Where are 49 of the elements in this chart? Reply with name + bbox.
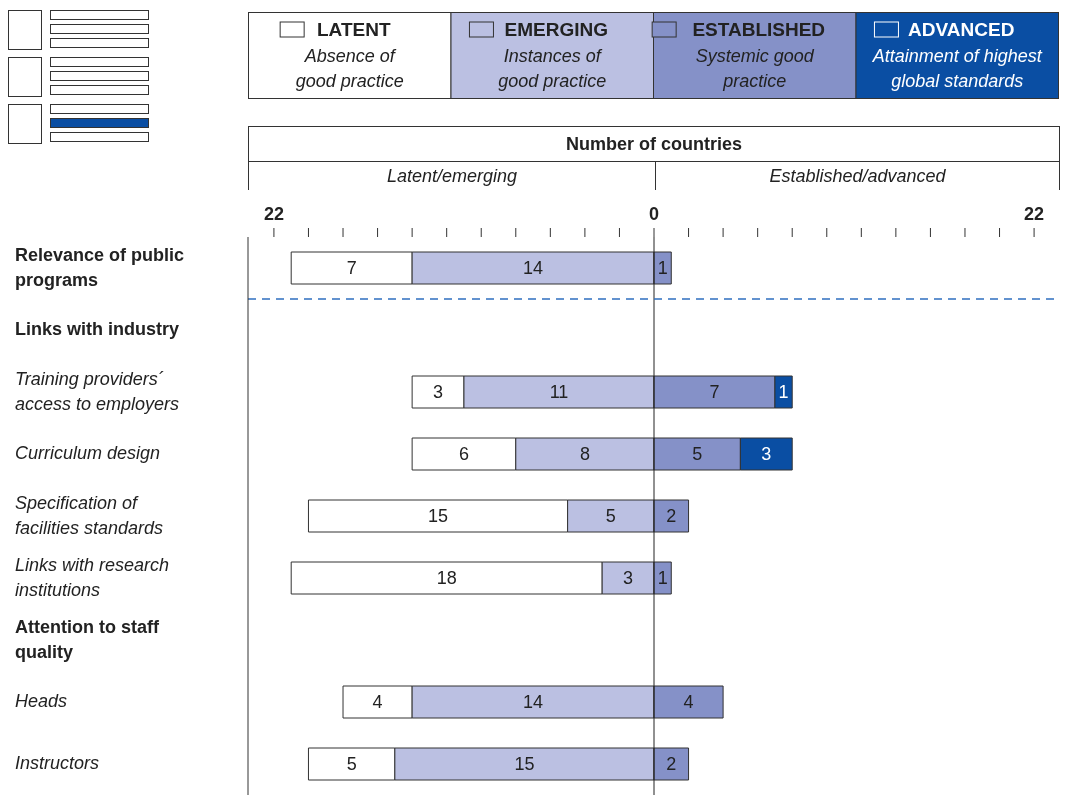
data-label: 7 <box>709 382 720 403</box>
bar <box>653 747 690 781</box>
data-label: 4 <box>683 692 694 713</box>
y-tick-label: Training providers´ access to employers <box>15 368 180 414</box>
text: Absence of good practice <box>295 46 404 91</box>
y-tick-label: Curriculum design <box>15 442 161 463</box>
legend-label: EMERGING <box>504 19 608 40</box>
data-label: 1 <box>778 382 789 403</box>
y-tick-label: Specification of facilities standards <box>15 492 164 538</box>
data-label: 14 <box>523 692 544 713</box>
data-label: 11 <box>549 382 569 403</box>
y-tick-label: Instructors <box>15 752 100 773</box>
y-tick-label: Links with industry <box>15 318 180 339</box>
data-label: 4 <box>372 692 383 713</box>
legend-label: ADVANCED <box>908 19 1015 40</box>
data-label: 3 <box>623 568 634 589</box>
y-tick-label: Heads <box>15 690 68 711</box>
x-tick-label: 0 <box>648 204 660 224</box>
y-tick-label: Relevance of public programs <box>15 244 185 290</box>
data-label: 18 <box>436 568 457 589</box>
data-label: 3 <box>761 444 772 465</box>
data-label: 8 <box>579 444 590 465</box>
bar <box>653 685 724 719</box>
data-label: 5 <box>605 506 616 527</box>
text: Attainment of highest global standards <box>871 46 1043 91</box>
x-tick-label: 22 <box>263 204 284 224</box>
text: Instances of good practice <box>498 46 607 91</box>
data-label: 1 <box>657 258 668 279</box>
bar <box>653 499 690 533</box>
data-label: 3 <box>433 382 444 403</box>
x-tick-label: 22 <box>1024 204 1045 224</box>
y-tick-label: Attention to staff quality <box>15 616 160 662</box>
data-label: 5 <box>346 754 357 775</box>
data-label: 7 <box>346 258 357 279</box>
data-label: 15 <box>428 506 449 527</box>
text: Latent/emerging <box>249 162 656 190</box>
text: Systemic good practice <box>695 46 815 91</box>
legend-label: ESTABLISHED <box>692 19 826 40</box>
y-tick-label: Links with research institutions <box>15 554 170 600</box>
x-axis-title: Number of countries <box>249 127 1059 162</box>
text: Established/advanced <box>768 165 947 188</box>
data-label: 2 <box>666 506 677 527</box>
data-label: 5 <box>692 444 703 465</box>
data-label: 1 <box>657 568 668 589</box>
data-label: 15 <box>514 754 535 775</box>
data-label: 14 <box>523 258 544 279</box>
legend-label: LATENT <box>316 19 391 40</box>
data-label: 6 <box>458 444 469 465</box>
data-label: 2 <box>666 754 677 775</box>
